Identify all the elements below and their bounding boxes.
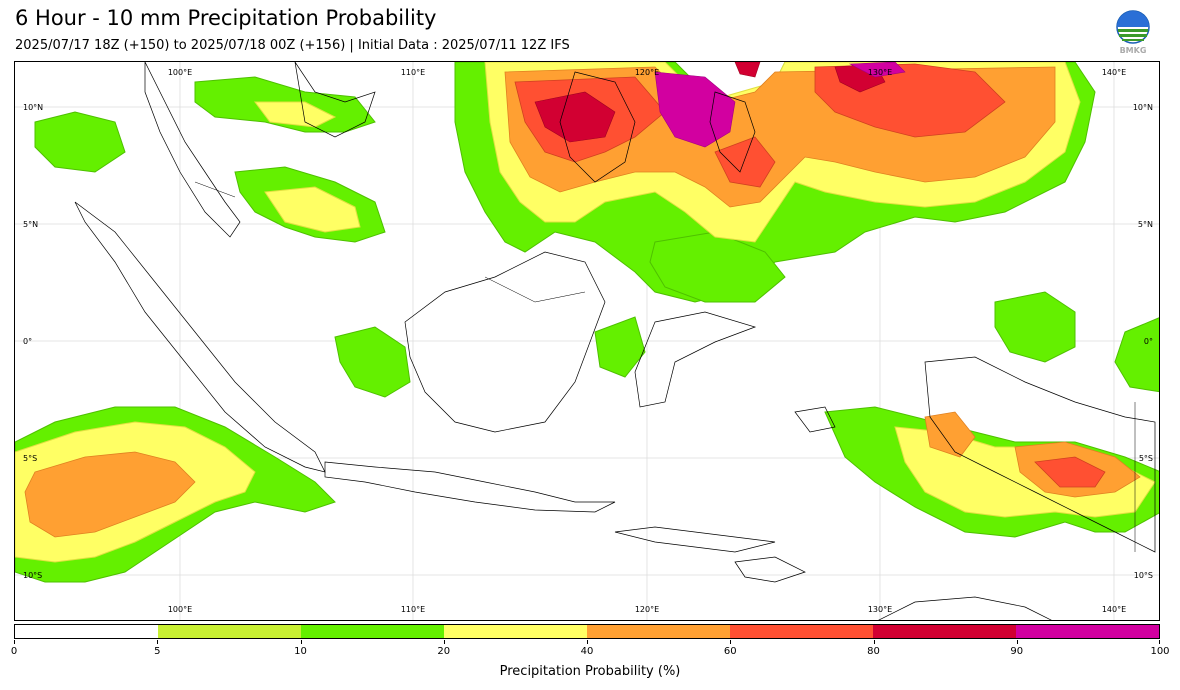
colorbar-segment (1016, 625, 1159, 638)
lat-label-right: 10°N (1133, 103, 1153, 112)
colorbar-tick-label: 40 (580, 646, 594, 657)
colorbar-tick-label: 80 (867, 646, 880, 657)
lon-label-top: 110°E (401, 68, 425, 77)
colorbar-tick-mark (873, 640, 875, 644)
lat-labels-right: 10°N 5°N 0° 5°S 10°S (1133, 103, 1153, 580)
lat-label-right: 0° (1144, 337, 1153, 346)
colorbar-tick-mark (443, 640, 445, 644)
lon-label-bottom: 130°E (868, 605, 892, 614)
colorbar-tick-label: 20 (437, 646, 451, 657)
colorbar-tick-mark (300, 640, 302, 644)
colorbar-tick-label: 100 (1150, 646, 1170, 657)
colorbar-label: Precipitation Probability (%) (499, 664, 681, 679)
colorbar-segment (730, 625, 873, 638)
colorbar-segment (301, 625, 444, 638)
lat-label-left: 10°S (23, 571, 42, 580)
lat-labels-left: 10°N 5°N 0° 5°S 10°S (23, 103, 43, 580)
colorbar-segment (873, 625, 1016, 638)
lon-label-top: 120°E (635, 68, 659, 77)
colorbar-segment (444, 625, 587, 638)
colorbar-segment (158, 625, 301, 638)
colorbar (14, 624, 1160, 639)
colorbar-tick-label: 10 (294, 646, 307, 657)
lon-label-bottom: 110°E (401, 605, 425, 614)
colorbar-tick-mark (14, 640, 15, 644)
colorbar-segment (15, 625, 158, 638)
map-title: 6 Hour - 10 mm Precipitation Probability (15, 6, 437, 30)
colorbar-tick-mark (587, 640, 588, 644)
precip-field-crimson (534, 62, 886, 143)
lon-label-bottom: 100°E (168, 605, 192, 614)
lon-label-bottom: 120°E (635, 605, 659, 614)
lon-labels-top: 100°E 110°E 120°E 130°E 140°E (168, 68, 1126, 77)
precip-field-magenta (654, 62, 906, 148)
lat-label-right: 10°S (1134, 571, 1153, 580)
lat-label-left: 10°N (23, 103, 43, 112)
colorbar-tick-mark (1159, 640, 1160, 644)
precipitation-map[interactable]: 100°E 110°E 120°E 130°E 140°E 100°E 110°… (14, 61, 1160, 621)
colorbar-tick-mark (1016, 640, 1018, 644)
lat-label-left: 5°N (23, 220, 38, 229)
map-canvas: 100°E 110°E 120°E 130°E 140°E 100°E 110°… (15, 62, 1159, 620)
colorbar-tick-label: 0 (10, 646, 18, 657)
colorbar-tick-label: 5 (154, 646, 161, 657)
borders (194, 181, 1136, 552)
lat-label-left: 5°S (23, 454, 37, 463)
lon-label-top: 130°E (868, 68, 892, 77)
colorbar-tick-label: 60 (723, 646, 737, 657)
colorbar-ticks: 0 5 10 20 40 60 80 90 100 (10, 640, 1170, 660)
lon-label-top: 100°E (168, 68, 192, 77)
bmkg-logo: BMKG (1116, 10, 1150, 55)
map-subtitle: 2025/07/17 18Z (+150) to 2025/07/18 00Z … (15, 38, 570, 53)
lon-labels-bottom: 100°E 110°E 120°E 130°E 140°E (168, 605, 1126, 614)
lon-label-bottom: 140°E (1102, 605, 1126, 614)
lat-label-left: 0° (23, 337, 32, 346)
colorbar-tick-label: 90 (1010, 646, 1024, 657)
colorbar-tick-mark (157, 640, 159, 644)
lon-label-top: 140°E (1102, 68, 1126, 77)
lat-label-right: 5°S (1139, 454, 1153, 463)
logo-text: BMKG (1120, 46, 1147, 55)
colorbar-segment (587, 625, 730, 638)
lat-label-right: 5°N (1138, 220, 1153, 229)
colorbar-tick-mark (730, 640, 732, 644)
